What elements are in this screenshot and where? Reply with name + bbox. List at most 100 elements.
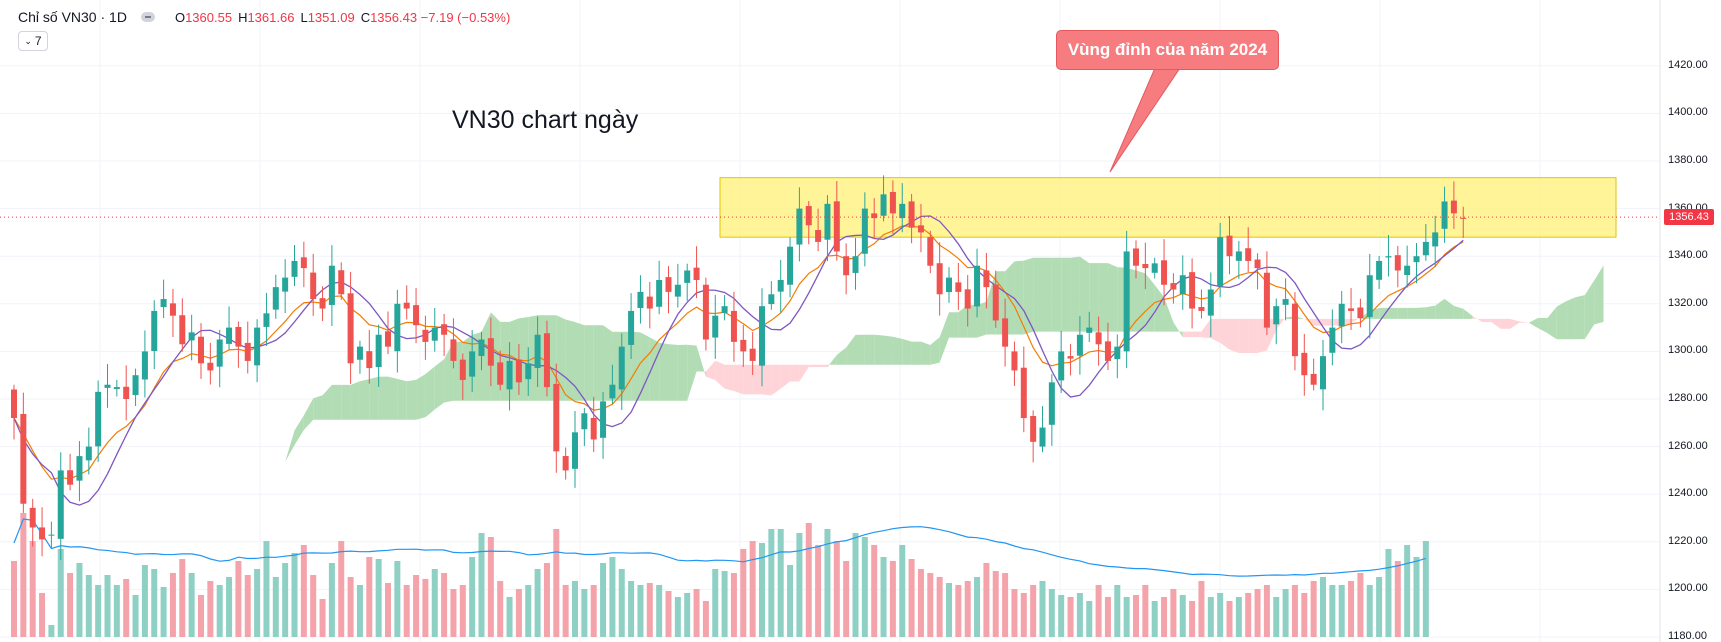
y-tick-label: 1320.00 <box>1668 296 1708 309</box>
ichimoku-cloud-segment <box>1014 260 1024 335</box>
ichimoku-cloud-segment <box>388 376 398 420</box>
volume-bar <box>1376 577 1383 637</box>
ichimoku-cloud-segment <box>892 336 903 365</box>
ichimoku-cloud-segment <box>1220 318 1230 350</box>
ichimoku-cloud-segment <box>1379 307 1389 319</box>
ichimoku-cloud-segment <box>285 430 295 462</box>
volume-bar <box>693 589 700 637</box>
ichimoku-cloud-segment <box>640 332 650 401</box>
volume-bar <box>852 533 859 637</box>
ichimoku-cloud-segment <box>1033 257 1043 332</box>
volume-bar <box>169 573 176 637</box>
ichimoku-cloud-segment <box>1351 317 1361 324</box>
ichimoku-cloud-segment <box>313 395 323 420</box>
ichimoku-cloud-segment <box>1566 297 1576 340</box>
candle-body <box>787 246 794 285</box>
candle-body <box>796 208 803 245</box>
ichimoku-cloud-segment <box>930 337 940 365</box>
candle-body <box>235 326 242 347</box>
candle-body <box>469 351 476 377</box>
volume-bar <box>861 537 868 637</box>
close-key: C <box>360 9 371 25</box>
indicators-toggle-button[interactable]: ⌄ 7 <box>18 31 48 51</box>
ichimoku-cloud-segment <box>1425 305 1436 319</box>
ichimoku-cloud-segment <box>1500 318 1510 329</box>
ichimoku-cloud-segment <box>1061 257 1071 332</box>
candle-body <box>824 203 831 240</box>
volume-bar <box>628 581 635 637</box>
volume-bar <box>57 549 64 637</box>
candle-body <box>403 302 410 309</box>
volume-bar <box>740 549 747 637</box>
candle-body <box>908 201 915 228</box>
symbol-label[interactable]: Chỉ số VN30 · 1D <box>18 9 127 25</box>
candle-body <box>665 277 672 292</box>
volume-bar <box>1076 593 1083 637</box>
candle-body <box>1254 259 1261 269</box>
volume-bar <box>366 557 373 637</box>
ichimoku-cloud-segment <box>733 364 744 395</box>
candle-body <box>141 351 148 380</box>
candle-body <box>534 334 541 368</box>
candle-body <box>459 359 466 380</box>
volume-bar <box>609 557 616 637</box>
candle-body <box>833 201 840 252</box>
candle-body <box>749 348 756 361</box>
ichimoku-cloud-segment <box>827 354 837 368</box>
ichimoku-cloud-segment <box>575 321 585 401</box>
volume-bar <box>244 575 251 637</box>
volume-bar <box>889 561 896 637</box>
volume-bar <box>684 593 691 637</box>
candle-body <box>394 303 401 352</box>
ichimoku-cloud-segment <box>864 334 875 365</box>
resistance-callout[interactable]: Vùng đỉnh của năm 2024 <box>1056 30 1279 70</box>
volume-bar <box>441 573 448 637</box>
candle-body <box>20 413 27 504</box>
volume-bar <box>1404 545 1411 637</box>
candle-body <box>1020 367 1027 419</box>
candle-body <box>674 284 681 297</box>
candle-body <box>1422 241 1429 256</box>
volume-bar <box>1030 585 1037 637</box>
ichimoku-cloud-segment <box>603 325 613 401</box>
ichimoku-cloud-segment <box>958 304 968 338</box>
candle-body <box>1385 256 1392 258</box>
candle-body <box>291 260 298 277</box>
candle-body <box>730 310 737 342</box>
ichimoku-cloud-segment <box>201 470 211 473</box>
callout-pointer <box>1109 67 1181 173</box>
candle-body <box>160 299 167 308</box>
ichimoku-cloud-segment <box>425 366 435 418</box>
candle-body <box>712 315 719 338</box>
volume-bar <box>1020 593 1027 637</box>
candle-body <box>1011 351 1018 371</box>
candle-body <box>974 265 981 307</box>
ichimoku-cloud-segment <box>294 415 304 446</box>
volume-bar <box>1301 593 1308 637</box>
volume-bar <box>29 541 36 637</box>
volume-bar <box>1039 581 1046 637</box>
y-tick-label: 1400.00 <box>1668 106 1708 119</box>
volume-bar <box>1394 561 1401 637</box>
ichimoku-cloud-segment <box>518 316 529 401</box>
ichimoku-cloud-segment <box>369 376 379 420</box>
volume-bar <box>600 563 607 637</box>
candle-body <box>637 291 644 308</box>
volume-bar <box>1161 597 1168 637</box>
candle-body <box>198 336 204 364</box>
candle-body <box>936 263 943 295</box>
volume-bar <box>581 589 588 637</box>
candle-body <box>1348 308 1355 311</box>
volume-bar <box>1104 597 1111 637</box>
volume-bar <box>431 569 438 637</box>
volume-bar <box>39 593 46 637</box>
candle-body <box>1161 260 1168 285</box>
ichimoku-cloud-segment <box>911 341 921 365</box>
volume-bar <box>908 559 915 637</box>
candle-body <box>1329 327 1336 353</box>
volume-bar <box>1048 589 1055 637</box>
volume-bar <box>1413 557 1420 637</box>
volume-bar <box>833 541 840 637</box>
candle-body <box>413 305 420 326</box>
